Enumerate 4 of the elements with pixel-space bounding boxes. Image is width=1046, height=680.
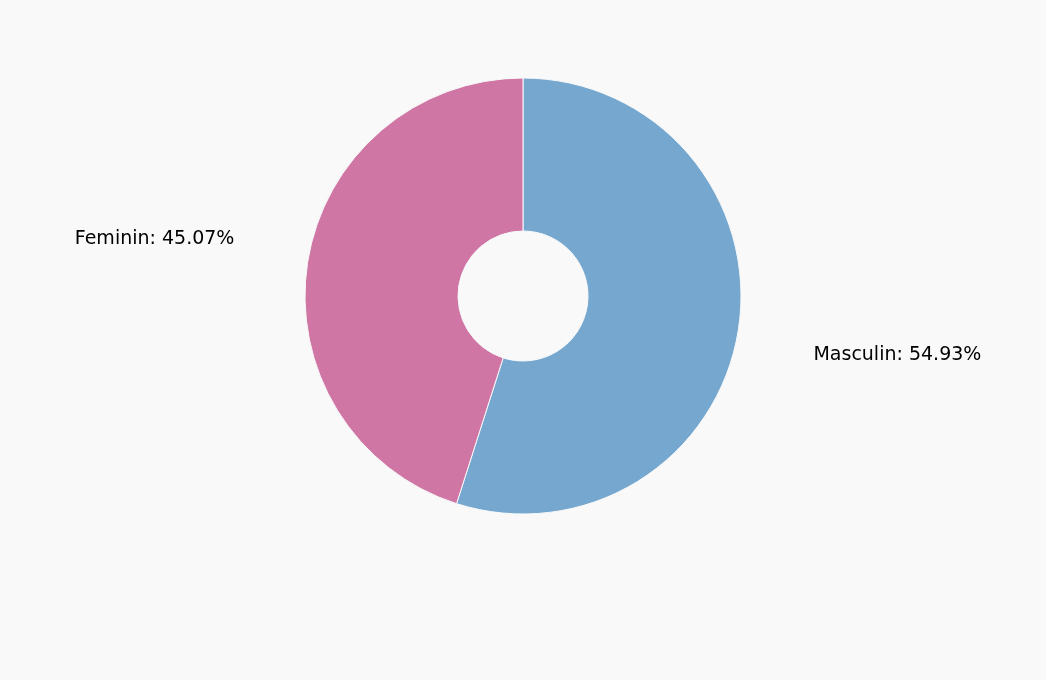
- data-label: : 54.93%: [896, 342, 982, 365]
- slice-label: Feminin: [74, 225, 150, 248]
- data-label: : 45.07%: [149, 225, 235, 248]
- slice-label: Masculin: [813, 342, 897, 365]
